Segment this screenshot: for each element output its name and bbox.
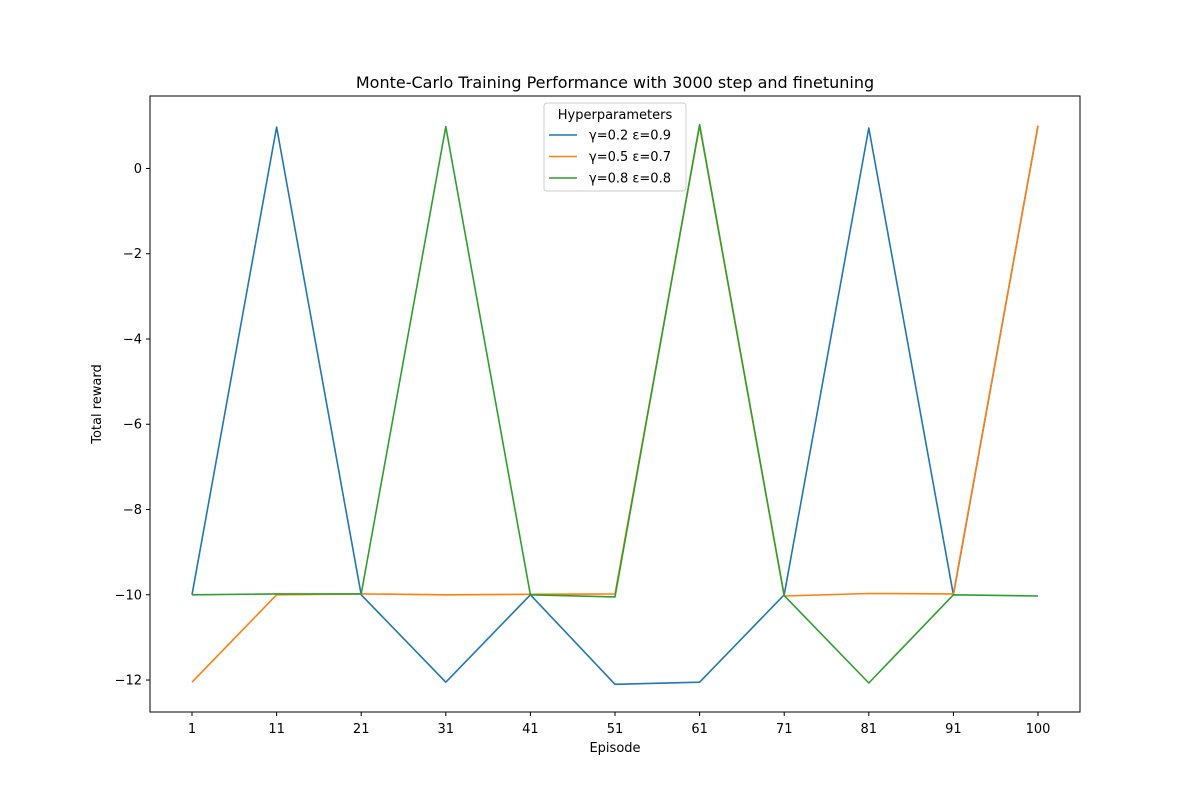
legend-entry-label: γ=0.2 ε=0.9 — [589, 129, 671, 144]
series-lines — [191, 123, 1039, 686]
series-line-1 — [191, 125, 1039, 686]
chart-title: Monte-Carlo Training Performance with 30… — [356, 73, 874, 92]
legend-entry-label: γ=0.8 ε=0.8 — [589, 172, 671, 187]
y-tick-label: −6 — [123, 418, 142, 433]
y-tick-label: −2 — [123, 247, 142, 262]
x-axis-ticks: 1 11 21 31 41 51 61 71 81 91 100 — [188, 712, 1051, 737]
x-tick-label: 61 — [691, 722, 708, 737]
x-tick-label: 21 — [353, 722, 370, 737]
y-axis-label: Total reward — [90, 364, 105, 445]
legend-entry-label: γ=0.5 ε=0.7 — [589, 150, 671, 165]
legend-box — [543, 102, 687, 192]
series-line-2 — [191, 125, 1039, 683]
x-tick-label: 71 — [776, 722, 793, 737]
x-tick-label: 11 — [268, 722, 285, 737]
x-axis-label: Episode — [589, 741, 640, 756]
y-tick-label: −4 — [123, 332, 142, 347]
x-tick-label: 31 — [438, 722, 455, 737]
x-tick-label: 1 — [188, 722, 196, 737]
y-tick-label: −10 — [115, 588, 142, 603]
x-tick-label: 81 — [861, 722, 878, 737]
series-line-3 — [191, 123, 1039, 684]
y-tick-label: 0 — [134, 162, 142, 177]
legend-title: Hyperparameters — [558, 108, 673, 123]
x-tick-label: 41 — [522, 722, 539, 737]
x-tick-label: 91 — [945, 722, 962, 737]
x-tick-label: 51 — [607, 722, 624, 737]
y-tick-label: −12 — [115, 674, 142, 689]
y-axis-ticks: 0 −2 −4 −6 −8 −10 −12 — [115, 162, 150, 689]
x-tick-label: 100 — [1026, 722, 1051, 737]
legend: Hyperparameters γ=0.2 ε=0.9 γ=0.5 ε=0.7 γ=… — [543, 102, 687, 192]
y-tick-label: −8 — [123, 503, 142, 518]
